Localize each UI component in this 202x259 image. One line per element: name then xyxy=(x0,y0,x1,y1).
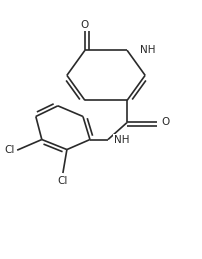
Text: O: O xyxy=(81,20,89,30)
Text: NH: NH xyxy=(140,45,156,55)
Text: Cl: Cl xyxy=(4,145,14,155)
Text: Cl: Cl xyxy=(58,176,68,186)
Text: NH: NH xyxy=(114,135,129,145)
Text: O: O xyxy=(161,118,169,127)
